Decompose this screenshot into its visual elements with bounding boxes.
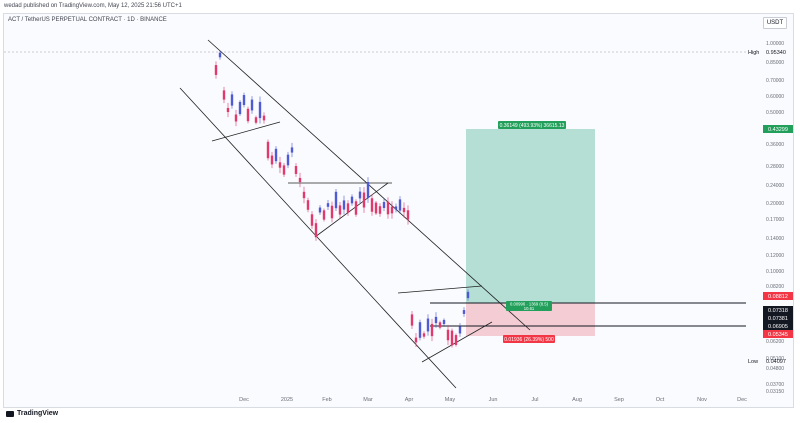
publisher-header: wedad published on TradingView.com, May … xyxy=(4,3,182,9)
chart-panel[interactable] xyxy=(3,13,794,408)
tradingview-logo[interactable]: TradingView xyxy=(6,410,58,417)
tradingview-logo-icon xyxy=(6,410,14,417)
tradingview-brand: TradingView xyxy=(17,410,59,417)
currency-button[interactable]: USDT xyxy=(763,17,787,29)
symbol-title: ACT / TetherUS PERPETUAL CONTRACT · 1D ·… xyxy=(8,17,167,23)
